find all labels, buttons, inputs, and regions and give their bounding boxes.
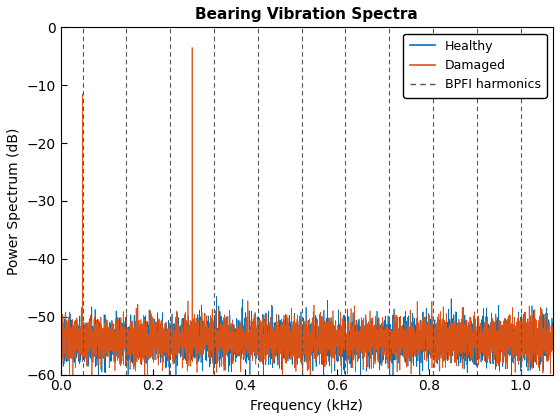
Damaged: [147, 339, 153, 344]
BPFI harmonics: [79, 25, 86, 30]
Title: Bearing Vibration Spectra: Bearing Vibration Spectra: [195, 7, 418, 22]
Healthy: [245, 337, 252, 342]
Healthy: [425, 335, 432, 340]
Healthy: [463, 344, 469, 349]
Healthy: [550, 347, 557, 352]
Healthy: [57, 318, 64, 323]
Y-axis label: Power Spectrum (dB): Power Spectrum (dB): [7, 127, 21, 275]
Line: Damaged: Damaged: [60, 47, 553, 378]
Damaged: [57, 338, 64, 343]
Damaged: [353, 337, 360, 342]
Healthy: [147, 354, 153, 360]
Damaged: [463, 330, 469, 335]
Damaged: [300, 375, 306, 380]
Damaged: [377, 334, 384, 339]
Damaged: [550, 352, 557, 357]
Healthy: [353, 336, 360, 341]
Damaged: [189, 45, 195, 50]
Line: Healthy: Healthy: [60, 297, 553, 381]
Damaged: [425, 322, 432, 327]
Healthy: [377, 339, 384, 344]
Healthy: [417, 378, 423, 383]
Healthy: [213, 294, 220, 299]
Legend: Healthy, Damaged, BPFI harmonics: Healthy, Damaged, BPFI harmonics: [403, 34, 547, 97]
X-axis label: Frequency (kHz): Frequency (kHz): [250, 399, 363, 413]
BPFI harmonics: [79, 19, 86, 24]
Damaged: [245, 332, 252, 337]
